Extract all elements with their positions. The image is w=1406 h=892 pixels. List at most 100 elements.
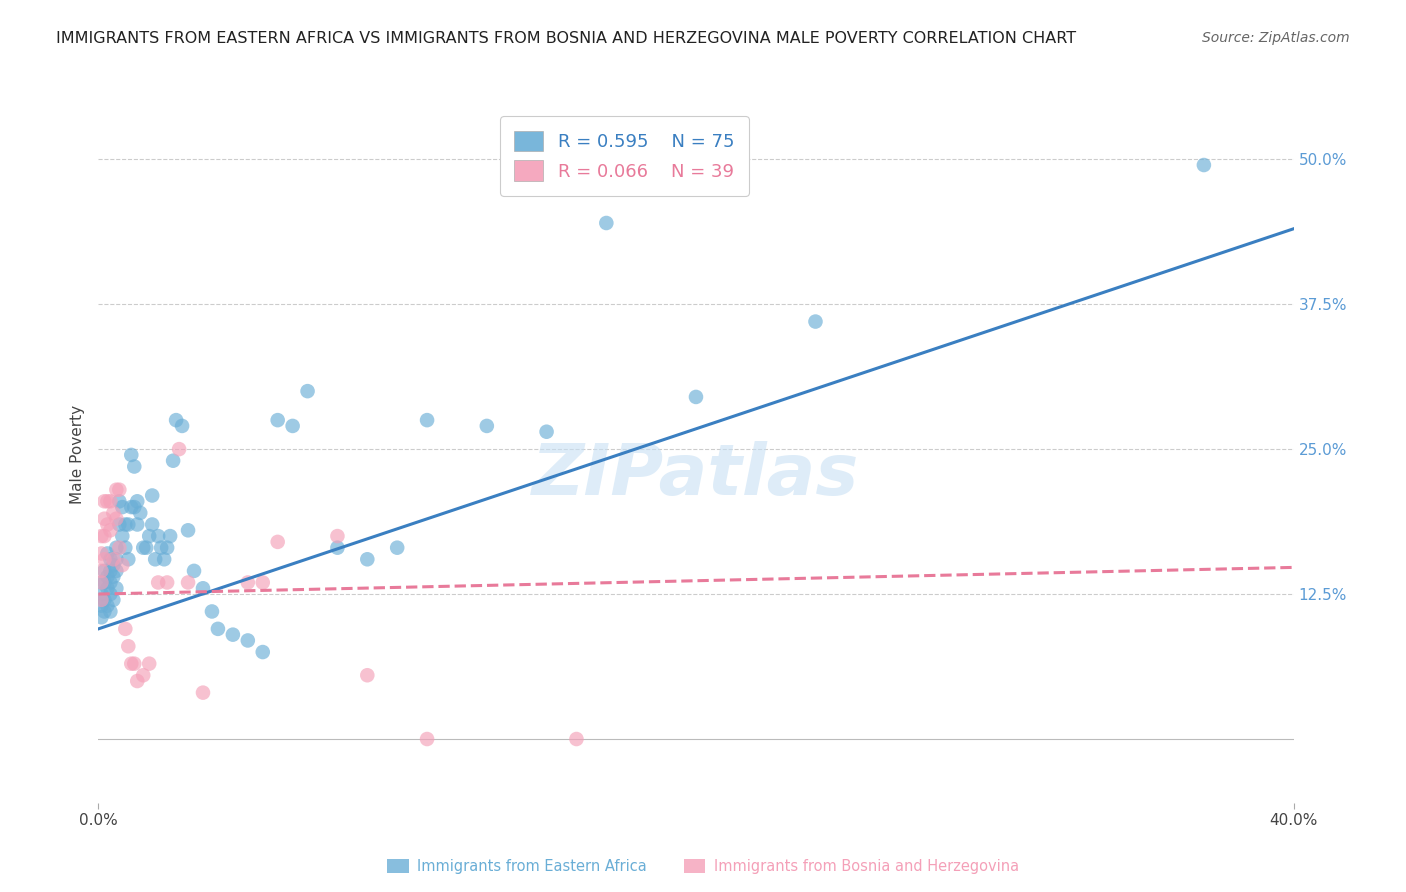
Point <box>281 419 304 434</box>
Point <box>297 384 319 399</box>
Point <box>103 558 125 573</box>
Point <box>132 668 155 682</box>
Point <box>162 453 184 467</box>
Point <box>356 668 378 682</box>
Point <box>127 674 149 689</box>
Point <box>90 575 112 590</box>
Point <box>252 645 274 659</box>
Point <box>117 552 139 566</box>
Point <box>93 552 115 566</box>
Point <box>108 541 131 555</box>
Point <box>117 639 139 653</box>
Point <box>103 592 125 607</box>
Point <box>141 517 163 532</box>
Point <box>100 523 122 537</box>
Point <box>114 517 136 532</box>
Point <box>100 605 122 619</box>
Point <box>236 633 259 648</box>
Point <box>120 448 142 462</box>
Point <box>124 500 146 514</box>
Point <box>143 552 166 566</box>
Point <box>96 582 118 596</box>
Point <box>167 442 190 457</box>
Point <box>105 552 128 566</box>
Point <box>93 575 115 590</box>
Point <box>100 564 122 578</box>
Point <box>96 599 118 613</box>
Point <box>565 731 588 746</box>
Legend: Immigrants from Eastern Africa, Immigrants from Bosnia and Herzegovina: Immigrants from Eastern Africa, Immigran… <box>381 854 1025 880</box>
Point <box>326 529 349 543</box>
Point <box>416 731 439 746</box>
Point <box>156 575 179 590</box>
Point <box>100 575 122 590</box>
Point <box>138 529 160 543</box>
Point <box>804 315 827 329</box>
Point <box>93 605 115 619</box>
Point <box>103 570 125 584</box>
Point <box>96 546 118 561</box>
Point <box>385 541 409 555</box>
Point <box>105 564 128 578</box>
Point <box>150 541 173 555</box>
Point <box>201 605 224 619</box>
Point <box>117 517 139 532</box>
Point <box>172 419 194 434</box>
Point <box>108 494 131 508</box>
Point <box>111 558 134 573</box>
Point <box>114 541 136 555</box>
Point <box>111 529 134 543</box>
Point <box>96 517 118 532</box>
Point <box>93 511 115 525</box>
Point <box>183 564 205 578</box>
Point <box>90 610 112 624</box>
Point <box>267 413 290 427</box>
Point <box>105 582 128 596</box>
Point <box>326 541 349 555</box>
Point <box>105 483 128 497</box>
Point <box>159 529 181 543</box>
Point <box>93 592 115 607</box>
Point <box>93 564 115 578</box>
Point <box>103 506 125 520</box>
Point <box>177 523 200 537</box>
Point <box>96 494 118 508</box>
Point <box>127 517 149 532</box>
Point <box>96 570 118 584</box>
Point <box>536 425 558 439</box>
Point <box>124 657 146 671</box>
Text: ZIPatlas: ZIPatlas <box>533 442 859 510</box>
Point <box>90 575 112 590</box>
Point <box>108 483 131 497</box>
Point <box>356 552 378 566</box>
Point <box>105 541 128 555</box>
Point <box>100 587 122 601</box>
Point <box>90 529 112 543</box>
Point <box>148 529 170 543</box>
Point <box>132 541 155 555</box>
Point <box>141 489 163 503</box>
Point <box>156 541 179 555</box>
Point <box>111 500 134 514</box>
Point <box>90 592 112 607</box>
Point <box>252 575 274 590</box>
Point <box>416 413 439 427</box>
Point <box>685 390 707 404</box>
Point <box>222 628 245 642</box>
Point <box>127 494 149 508</box>
Point <box>138 657 160 671</box>
Point <box>124 459 146 474</box>
Point <box>165 413 187 427</box>
Point <box>153 552 176 566</box>
Point <box>108 517 131 532</box>
Point <box>177 575 200 590</box>
Text: IMMIGRANTS FROM EASTERN AFRICA VS IMMIGRANTS FROM BOSNIA AND HERZEGOVINA MALE PO: IMMIGRANTS FROM EASTERN AFRICA VS IMMIGR… <box>56 31 1077 46</box>
Point <box>90 599 112 613</box>
Point <box>236 575 259 590</box>
Point <box>90 592 112 607</box>
Point <box>90 546 112 561</box>
Point <box>114 622 136 636</box>
Point <box>100 494 122 508</box>
Point <box>90 587 112 601</box>
Point <box>191 685 214 699</box>
